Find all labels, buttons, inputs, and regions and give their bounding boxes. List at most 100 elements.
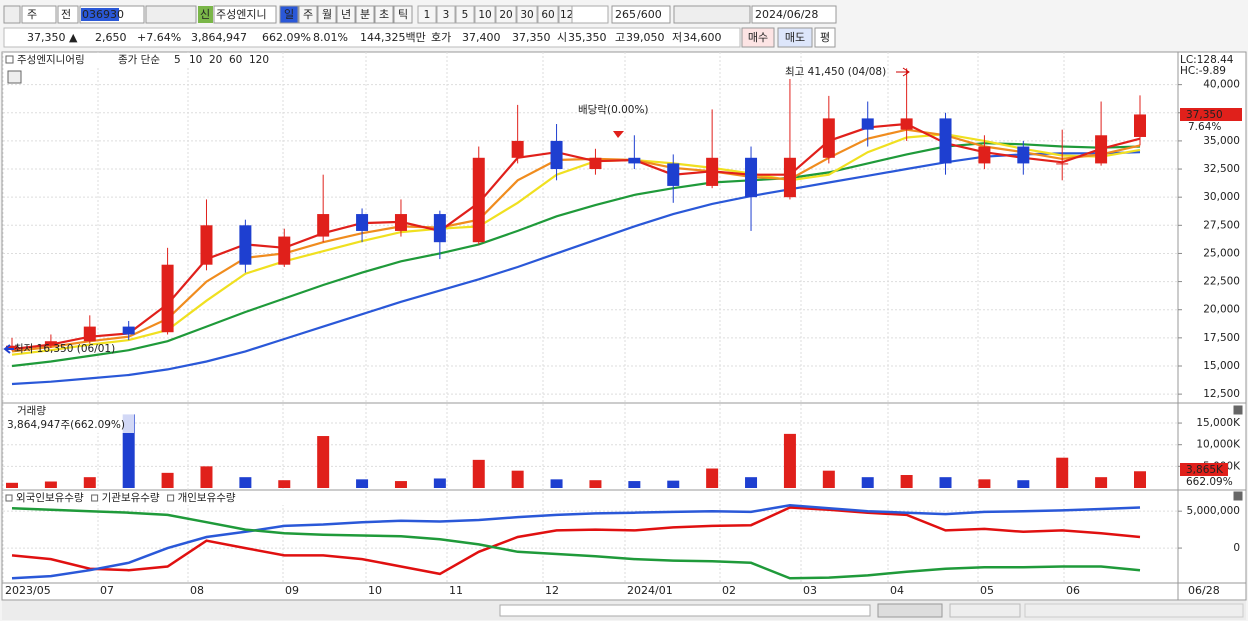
last-price: 37,350 [1186, 109, 1223, 121]
candle-body [1095, 135, 1108, 164]
candle-body [394, 214, 407, 231]
minute-button[interactable] [436, 5, 456, 24]
legend-entry: 기관보유수량 [102, 492, 160, 504]
x-tick-label: 05 [980, 584, 994, 597]
volume-title: 거래량 [17, 405, 46, 417]
minute-button[interactable] [495, 5, 517, 24]
quote-high-label: 고 [615, 31, 625, 44]
last-price-box [1180, 108, 1242, 121]
legend-bg [4, 53, 266, 67]
legend-bg [4, 492, 284, 505]
panel-close[interactable] [1233, 491, 1243, 501]
period-button[interactable] [374, 5, 394, 24]
legend-box [167, 494, 175, 502]
minute-custom[interactable] [571, 5, 609, 24]
period-button[interactable] [355, 5, 375, 24]
stock-code: 036930 [82, 8, 124, 21]
count: 265 [615, 8, 636, 21]
holding-line [11, 504, 1141, 580]
date-field[interactable] [751, 5, 837, 24]
y-tick-label: 17,500 [1203, 332, 1240, 344]
new-badge-text: 신 [200, 8, 210, 21]
x-tick-label: 12 [545, 584, 559, 597]
search-buttons[interactable] [145, 5, 197, 24]
quote-ask: 37,400 [462, 31, 501, 44]
x-tick-label: 10 [368, 584, 382, 597]
volume-bar [161, 472, 174, 488]
last-volume: 3,865K [1186, 464, 1224, 476]
high-arrow [896, 67, 910, 77]
period-button[interactable] [279, 5, 299, 24]
x-tick-label: 11 [449, 584, 463, 597]
volume-bar [667, 480, 680, 488]
legend-entry: 10 [189, 54, 202, 66]
volume-bar [200, 466, 213, 488]
volume-bar [472, 459, 485, 488]
candle-body [900, 118, 913, 130]
candle-body [822, 118, 835, 158]
legend-entry: 개인보유수량 [178, 492, 236, 504]
dividend-annotation: 배당락(0.00%) [578, 104, 649, 116]
period-label: 일 [284, 7, 294, 21]
period-button[interactable] [393, 5, 413, 24]
legend-prefix: 종가 단순 [118, 54, 160, 66]
period-label: 주 [303, 8, 313, 21]
legend-box [91, 494, 99, 502]
minute-button[interactable] [474, 5, 496, 24]
x-tick-label: 04 [890, 584, 904, 597]
minute-button[interactable] [417, 5, 437, 24]
y-tick-label: 30,000 [1203, 191, 1240, 203]
volume-bar [511, 470, 524, 488]
period-label: 분 [360, 8, 370, 21]
period-label: 초 [379, 8, 389, 21]
y-tick-label: 40,000 [1203, 79, 1240, 91]
count-field[interactable] [611, 5, 671, 24]
candle-body [6, 345, 18, 350]
quote-bar [3, 27, 741, 48]
candle-body [939, 118, 952, 164]
panel-close[interactable] [1233, 405, 1243, 415]
y-tick-label: 15,000K [1196, 417, 1241, 429]
icon-button[interactable] [3, 5, 21, 24]
zoom-slider[interactable] [949, 603, 1021, 618]
minute-button[interactable] [516, 5, 538, 24]
minute-button[interactable] [455, 5, 475, 24]
avg-button[interactable] [814, 27, 836, 48]
y-tick-label: 25,000 [1203, 247, 1240, 259]
settings-icon[interactable] [7, 70, 22, 84]
y-tick-label: 27,500 [1203, 219, 1240, 231]
volume-bar [278, 480, 291, 488]
low-arrow [3, 344, 14, 354]
quote-open: 35,350 [568, 31, 607, 44]
volume-bar [394, 481, 407, 488]
sell-button[interactable] [777, 27, 813, 48]
period-button[interactable] [336, 5, 356, 24]
chart-tools[interactable] [673, 5, 751, 24]
volume-bar [822, 470, 835, 488]
candle-body [550, 140, 563, 170]
avg-label: 평 [820, 31, 830, 44]
period-button[interactable] [298, 5, 318, 24]
nav-buttons[interactable] [877, 603, 943, 618]
last-volume-ratio: 662.09% [1186, 476, 1233, 488]
sell-label: 매도 [785, 31, 805, 44]
period-label: 년 [341, 8, 351, 21]
holding-line [11, 506, 1141, 580]
period-button[interactable] [317, 5, 337, 24]
y-tick-label: 20,000 [1203, 304, 1240, 316]
ma-line [11, 133, 1141, 356]
volume-bar [83, 477, 96, 488]
scope-select[interactable] [57, 5, 79, 24]
y-tick-label: 12,500 [1203, 388, 1240, 400]
legend-box [5, 55, 14, 64]
minute-button[interactable] [537, 5, 559, 24]
quote-volume: 3,864,947 [191, 31, 247, 44]
market-select[interactable] [21, 5, 57, 24]
minute-label: 60 [541, 9, 554, 21]
candle-body [83, 326, 96, 342]
scroll-track[interactable] [499, 604, 871, 617]
tool-icons[interactable] [1024, 603, 1244, 618]
volume-bar [783, 433, 796, 488]
buy-button[interactable] [741, 27, 775, 48]
